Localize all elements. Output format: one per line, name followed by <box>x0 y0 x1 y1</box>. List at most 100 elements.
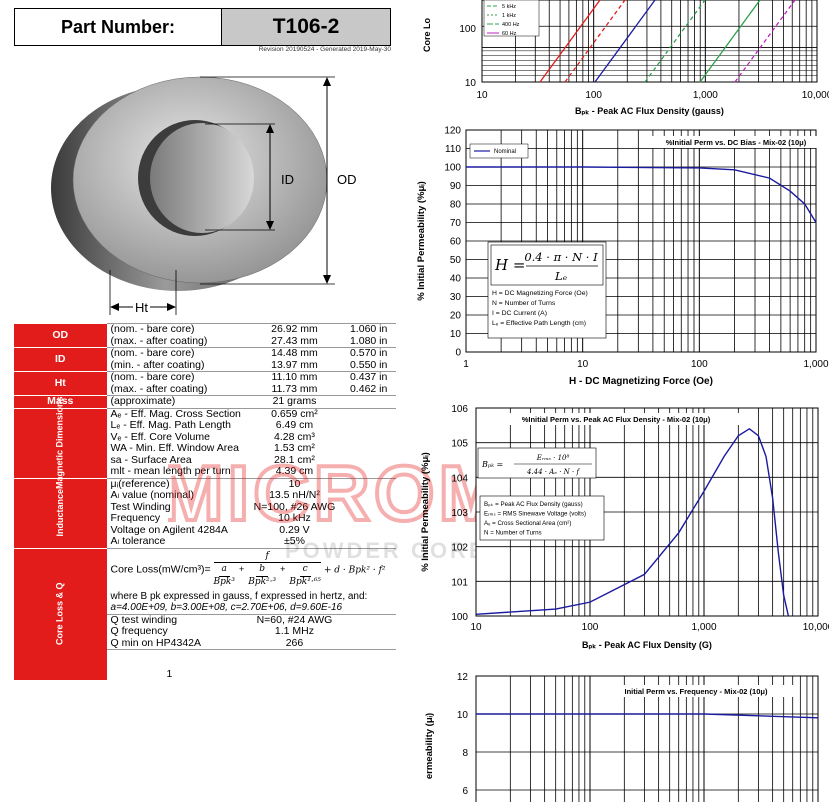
spec-desc: sa - Surface Area <box>110 453 192 466</box>
y-tick: 12 <box>457 672 469 683</box>
x-axis-label: H - DC Magnetizing Force (Oe) <box>569 376 713 387</box>
cat-od: OD <box>14 323 107 348</box>
chart-core-loss: 5 kHz 1 kHz 400 Hz 60 Hz 10 100 10 100 1,000 10,0… <box>420 0 829 130</box>
legend-label: Nominal <box>494 149 516 155</box>
x-tick: 10,000 <box>803 622 829 633</box>
spec-value: 21 grams <box>247 395 342 408</box>
part-number-value: T106-2 <box>222 9 390 45</box>
y-tick: 8 <box>462 748 468 759</box>
spec-mm: 14.48 mm <box>247 347 342 360</box>
spec-desc: Lₑ - Eff. Mag. Path Length <box>110 419 231 431</box>
ht-label: Ht <box>133 300 150 315</box>
spec-desc: (max. - after coating) <box>110 334 208 347</box>
formula-eq-box <box>490 244 604 286</box>
core-loss-coeffs: a=4.00E+09, b=3.00E+08, c=2.70E+06, d=9.… <box>110 602 343 613</box>
y-tick: 0 <box>455 348 461 359</box>
series-line <box>475 427 790 617</box>
spec-desc: (min. - after coating) <box>110 358 205 371</box>
chart-title: Initial Perm vs. Frequency - Mix-02 (10μ… <box>625 687 768 696</box>
y-tick: 90 <box>450 181 462 192</box>
loss-curve <box>699 0 761 83</box>
y-tick: 100 <box>444 163 461 174</box>
formula-def: Lₑ = Effective Path Length (cm) <box>492 320 586 327</box>
x-tick: 1,000 <box>693 90 718 101</box>
legend-label: 5 kHz <box>502 4 516 10</box>
y-tick: 80 <box>450 200 462 211</box>
chart-ac-flux: 100101102103104105106101001,00010,000Bₚₖ… <box>410 400 829 663</box>
y-axis-label: % Initial Permeability (%μᵢ) <box>416 181 427 301</box>
y-tick: 50 <box>450 255 462 266</box>
spec-value: 6.49 cm <box>275 419 314 431</box>
legend-label: 400 Hz <box>502 22 520 28</box>
spec-in: 0.550 in <box>349 358 388 371</box>
x-tick: 10 <box>476 90 488 101</box>
title-bg <box>596 685 796 697</box>
spec-mm: 27.43 mm <box>271 334 318 347</box>
cat-coreloss: Core Loss & Q <box>14 548 107 681</box>
formula-def: Bₚₖ = Peak AC Flux Density (gauss) <box>484 501 583 508</box>
y-tick: 10 <box>457 710 469 721</box>
spec-value: N=100, #26 AWG <box>253 500 336 513</box>
legend-box <box>469 143 529 159</box>
revision-text: Revision 20190524 - Generated 2019-May-3… <box>258 46 391 53</box>
y-axis-label: ermeability (μᵢ) <box>424 713 435 779</box>
formula-defs-box <box>479 495 605 541</box>
formula-def: Aₑ = Cross Sectional Area (cm²) <box>484 520 571 527</box>
spec-in: 1.080 in <box>349 334 388 347</box>
cat-id: ID <box>14 347 107 372</box>
formula-eq-box <box>477 447 597 479</box>
x-tick: 10,000 <box>802 90 829 101</box>
spec-value: 13.5 nH/N² <box>269 489 320 501</box>
spec-desc: (approximate) <box>106 395 248 408</box>
spec-in: 1.060 in <box>341 323 396 336</box>
spec-desc: Aₑ - Eff. Mag. Cross Section <box>106 407 248 420</box>
formula-def: N = Number of Turns <box>484 530 542 537</box>
spec-desc: Test Winding <box>110 500 171 513</box>
spec-desc: Q min on HP4342A <box>110 636 201 649</box>
x-tick: 100 <box>582 622 599 633</box>
spec-value: 1.1 MHz <box>274 625 314 637</box>
y-tick: 70 <box>450 218 462 229</box>
spec-value: 1.53 cm² <box>274 442 315 454</box>
spec-value: 4.39 cm <box>275 465 314 477</box>
formula-den: Lₑ <box>554 269 568 283</box>
spec-mm: 13.97 mm <box>271 358 318 371</box>
y-tick: 102 <box>451 543 468 554</box>
spec-desc: μᵢ(reference) <box>106 477 248 490</box>
formula-def: H = DC Magnetizing Force (Oe) <box>492 290 588 297</box>
spec-in: 0.437 in <box>341 371 396 384</box>
series-line <box>466 166 817 223</box>
spec-mm: 26.92 mm <box>247 323 342 336</box>
y-tick: 110 <box>445 144 461 155</box>
y-tick: 6 <box>462 786 468 797</box>
y-tick: 120 <box>444 126 461 137</box>
legend-label: 60 Hz <box>502 31 517 37</box>
title-bg <box>651 136 829 148</box>
y-tick: 40 <box>450 274 462 285</box>
x-tick: 100 <box>585 90 602 101</box>
spec-value: ±5% <box>283 535 305 547</box>
spec-desc: Frequency <box>110 512 161 524</box>
formula-den: 4.44 · Aₑ · N · f <box>526 468 581 476</box>
spec-desc: Voltage on Agilent 4284A <box>110 523 228 536</box>
x-tick: 1 <box>463 359 469 370</box>
x-tick: 1,000 <box>803 359 828 370</box>
formula-num: Eᵣₘₛ · 10⁸ <box>536 454 570 462</box>
spec-desc: Q frequency <box>110 625 168 637</box>
loss-curve <box>564 0 626 83</box>
formula-lhs: H = <box>494 256 525 274</box>
y-tick: 100 <box>451 612 468 623</box>
x-tick: 100 <box>691 359 708 370</box>
od-label: OD <box>337 172 357 187</box>
spec-desc: (max. - after coating) <box>110 382 208 395</box>
formula-def: N = Number of Turns <box>492 300 556 307</box>
spec-value: 4.28 cm³ <box>274 430 315 443</box>
spec-desc: (nom. - bare core) <box>106 347 248 360</box>
spec-desc: Aₗ value (nominal) <box>110 489 194 501</box>
part-number-label: Part Number: <box>15 9 222 45</box>
x-axis-label: Bₚₖ - Peak AC Flux Density (gauss) <box>575 106 724 116</box>
cat-inductance: Inductance <box>14 478 107 549</box>
spec-value: 10 <box>247 477 342 490</box>
y-tick: 101 <box>451 577 468 588</box>
spec-value: N=60, #24 AWG <box>247 613 342 626</box>
